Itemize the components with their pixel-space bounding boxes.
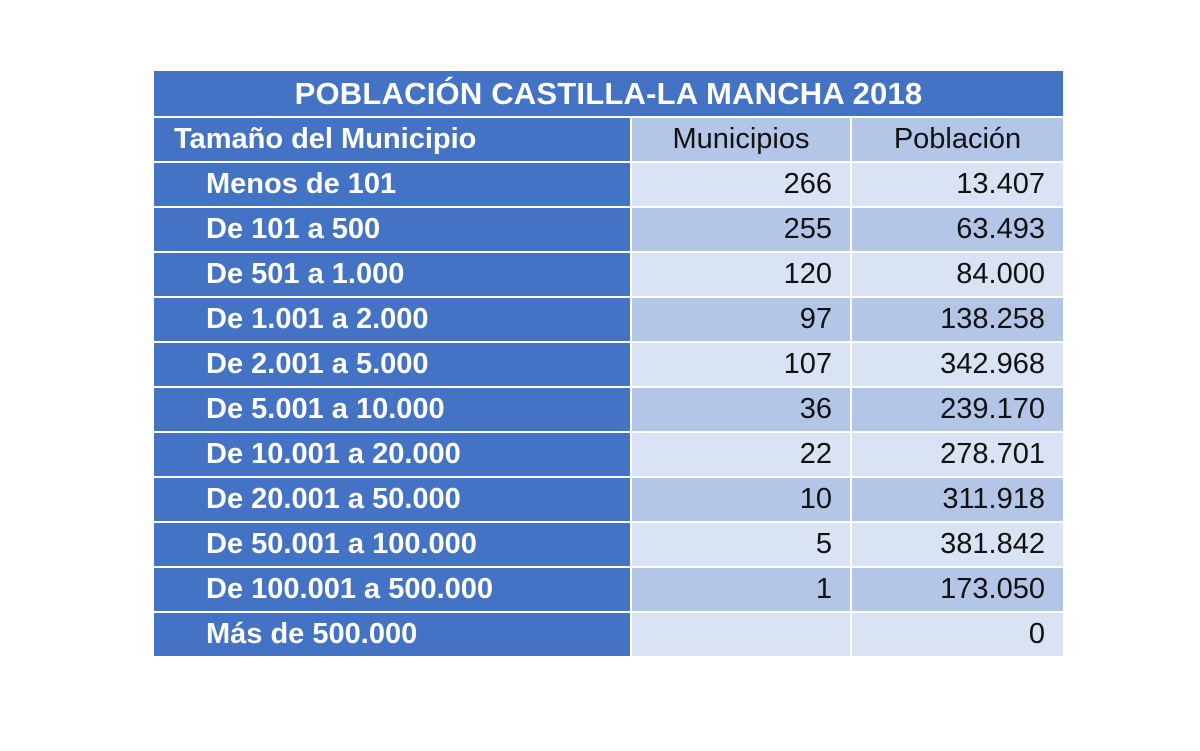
- cell-size: De 2.001 a 5.000: [152, 341, 632, 388]
- cell-size: De 100.001 a 500.000: [152, 566, 632, 613]
- header-municipios: Municipios: [630, 116, 852, 163]
- cell-poblacion: 63.493: [850, 206, 1065, 253]
- table-row: De 20.001 a 50.000 10 311.918: [152, 476, 1065, 523]
- cell-size: De 501 a 1.000: [152, 251, 632, 298]
- table-row: De 100.001 a 500.000 1 173.050: [152, 566, 1065, 613]
- cell-size: Menos de 101: [152, 161, 632, 208]
- table-row: De 101 a 500 255 63.493: [152, 206, 1065, 253]
- cell-poblacion: 13.407: [850, 161, 1065, 208]
- header-size: Tamaño del Municipio: [152, 116, 632, 163]
- cell-municipios: 266: [630, 161, 852, 208]
- cell-municipios: 255: [630, 206, 852, 253]
- cell-poblacion: 239.170: [850, 386, 1065, 433]
- cell-size: De 5.001 a 10.000: [152, 386, 632, 433]
- table-row: Menos de 101 266 13.407: [152, 161, 1065, 208]
- table-body: POBLACIÓN CASTILLA-LA MANCHA 2018 Tamaño…: [152, 69, 1065, 658]
- cell-poblacion: 278.701: [850, 431, 1065, 478]
- table-row: De 501 a 1.000 120 84.000: [152, 251, 1065, 298]
- cell-municipios: 22: [630, 431, 852, 478]
- title-row: POBLACIÓN CASTILLA-LA MANCHA 2018: [152, 69, 1065, 118]
- cell-size: De 101 a 500: [152, 206, 632, 253]
- cell-municipios: 36: [630, 386, 852, 433]
- table-row: Más de 500.000 0: [152, 611, 1065, 658]
- cell-size: De 10.001 a 20.000: [152, 431, 632, 478]
- table-row: De 1.001 a 2.000 97 138.258: [152, 296, 1065, 343]
- table-title: POBLACIÓN CASTILLA-LA MANCHA 2018: [152, 69, 1065, 118]
- population-table: POBLACIÓN CASTILLA-LA MANCHA 2018 Tamaño…: [152, 69, 1065, 658]
- cell-size: De 1.001 a 2.000: [152, 296, 632, 343]
- cell-municipios: 5: [630, 521, 852, 568]
- cell-municipios: 120: [630, 251, 852, 298]
- cell-poblacion: 84.000: [850, 251, 1065, 298]
- table-row: De 10.001 a 20.000 22 278.701: [152, 431, 1065, 478]
- cell-municipios: 10: [630, 476, 852, 523]
- cell-poblacion: 173.050: [850, 566, 1065, 613]
- cell-poblacion: 381.842: [850, 521, 1065, 568]
- cell-poblacion: 0: [850, 611, 1065, 658]
- cell-poblacion: 311.918: [850, 476, 1065, 523]
- cell-municipios: 97: [630, 296, 852, 343]
- cell-size: De 50.001 a 100.000: [152, 521, 632, 568]
- cell-size: Más de 500.000: [152, 611, 632, 658]
- header-row: Tamaño del Municipio Municipios Població…: [152, 116, 1065, 163]
- table-row: De 50.001 a 100.000 5 381.842: [152, 521, 1065, 568]
- cell-municipios: 107: [630, 341, 852, 388]
- cell-municipios: 1: [630, 566, 852, 613]
- header-poblacion: Población: [850, 116, 1065, 163]
- cell-poblacion: 342.968: [850, 341, 1065, 388]
- table-row: De 5.001 a 10.000 36 239.170: [152, 386, 1065, 433]
- cell-poblacion: 138.258: [850, 296, 1065, 343]
- cell-municipios: [630, 611, 852, 658]
- table-row: De 2.001 a 5.000 107 342.968: [152, 341, 1065, 388]
- cell-size: De 20.001 a 50.000: [152, 476, 632, 523]
